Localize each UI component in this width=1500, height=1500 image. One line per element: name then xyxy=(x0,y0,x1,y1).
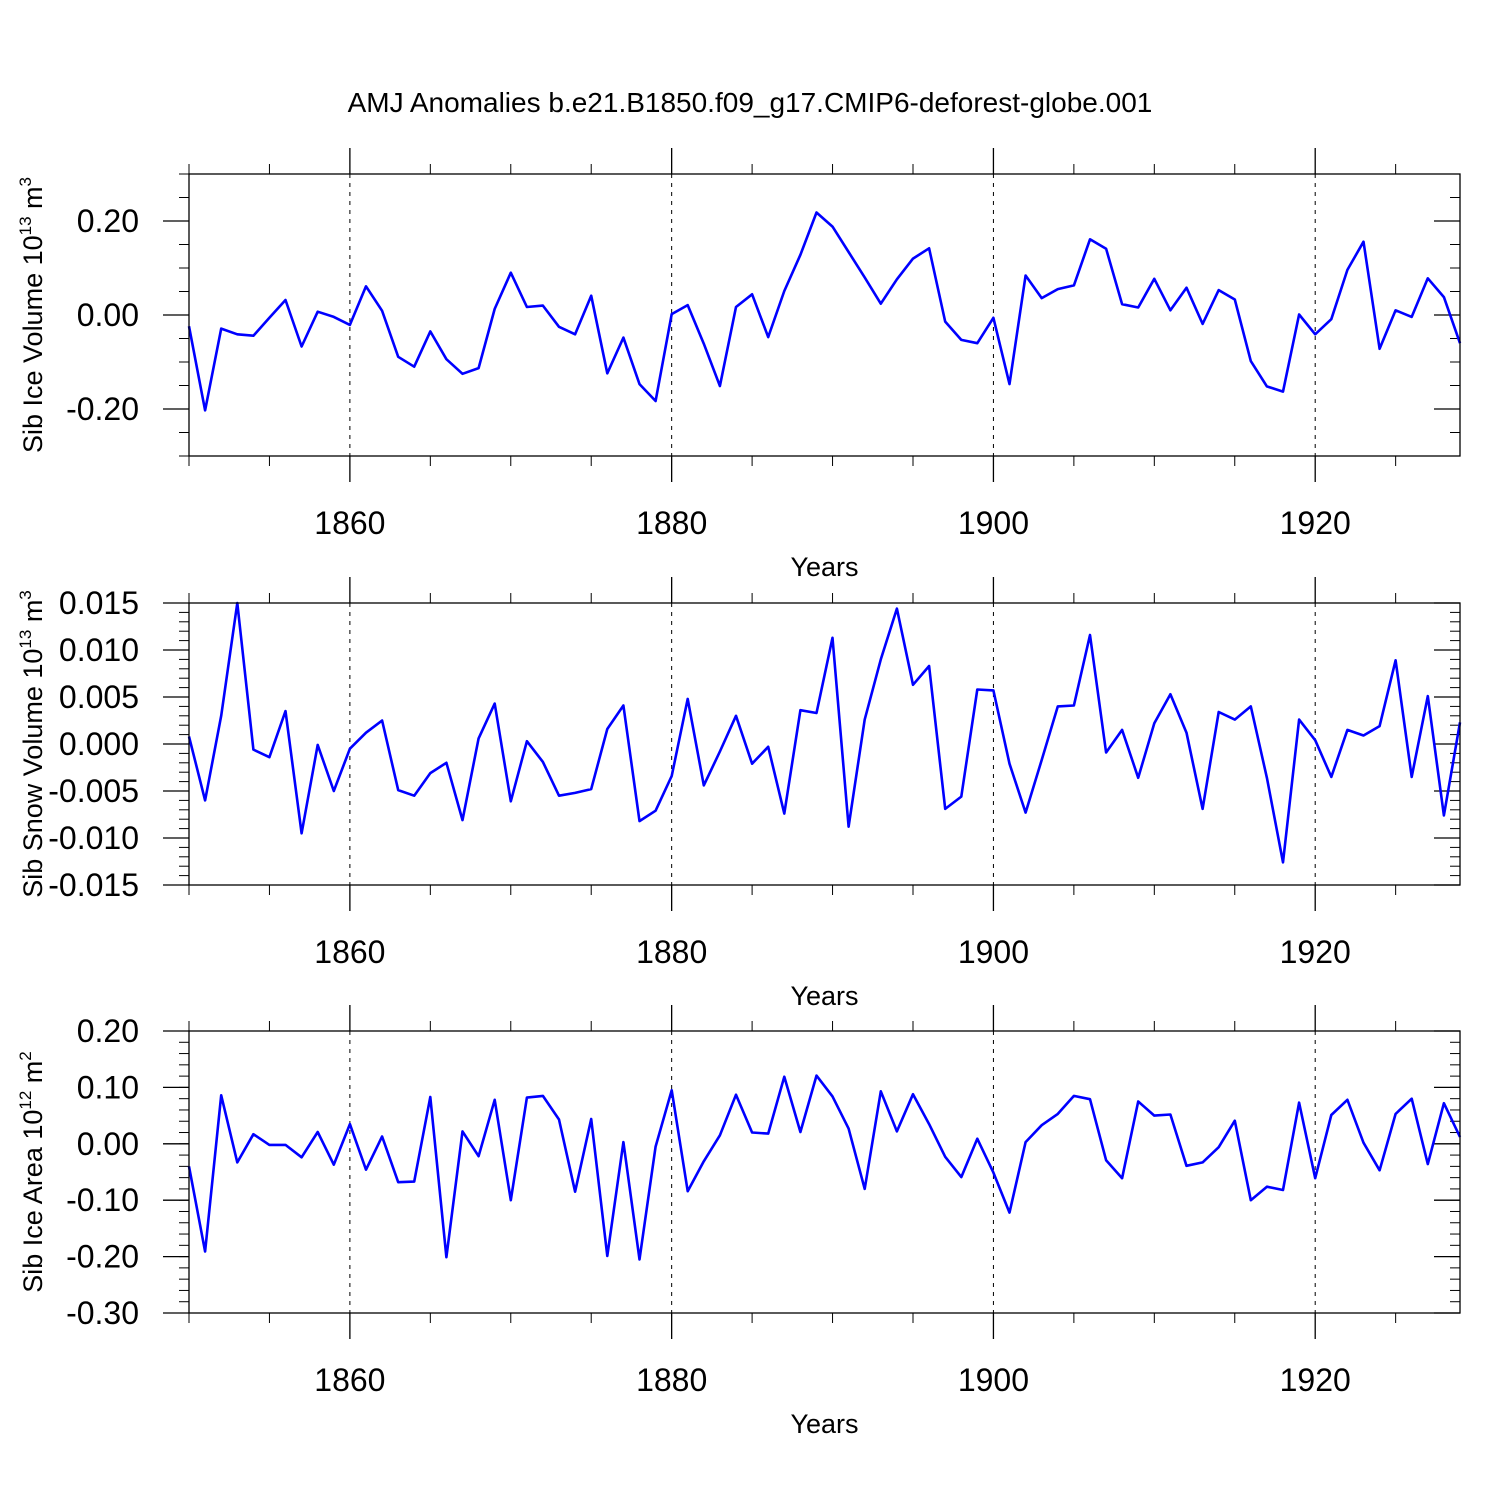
y-axis-title-unit-exp: 3 xyxy=(16,177,35,186)
y-axis-title-unit: m xyxy=(18,600,48,630)
y-tick-label: 0.005 xyxy=(59,679,139,715)
y-tick-label: -0.30 xyxy=(66,1295,139,1331)
x-axis-title: Years xyxy=(790,552,858,582)
y-tick-label: 0.20 xyxy=(77,1013,139,1049)
x-axis-title: Years xyxy=(790,981,858,1011)
y-axis-title-exp: 13 xyxy=(16,630,35,649)
x-tick-label: 1880 xyxy=(636,934,707,970)
plot-frame xyxy=(188,602,1461,886)
plot-frame xyxy=(188,173,1461,457)
y-axis-title-text: Sib Snow Volume 10 xyxy=(18,649,48,898)
y-axis-title: Sib Ice Area 1012 m2 xyxy=(16,1051,48,1293)
y-axis-title-unit: m xyxy=(18,1061,48,1091)
x-axis-title: Years xyxy=(790,1409,858,1439)
y-axis-title-exp: 13 xyxy=(16,216,35,235)
y-tick-label: 0.10 xyxy=(77,1069,139,1105)
plot-frame xyxy=(188,1030,1461,1314)
y-tick-label: 0.015 xyxy=(59,585,139,621)
y-axis-title-unit: m xyxy=(18,186,48,216)
y-tick-label: -0.10 xyxy=(66,1182,139,1218)
x-tick-label: 1920 xyxy=(1280,934,1351,970)
x-tick-label: 1860 xyxy=(314,1362,385,1398)
x-tick-label: 1860 xyxy=(314,934,385,970)
x-tick-label: 1920 xyxy=(1280,1362,1351,1398)
y-axis-title-unit-exp: 2 xyxy=(16,1051,35,1060)
y-tick-label: -0.005 xyxy=(48,773,139,809)
series-line-1 xyxy=(187,211,1462,412)
y-tick-label: -0.20 xyxy=(66,391,139,427)
y-tick-label: 0.00 xyxy=(77,297,139,333)
y-axis-title-text: Sib Ice Area 10 xyxy=(18,1110,48,1293)
panels: 1860 1880 1900 1920 -0.20 0.00 0.20 Years Sib Ic… xyxy=(16,148,1462,1439)
y-tick-label: -0.20 xyxy=(66,1239,139,1275)
chart-panel-1: 1860 1880 1900 1920 -0.20 0.00 0.20 Years Sib Ic… xyxy=(16,148,1462,582)
x-tick-label: 1900 xyxy=(958,1362,1029,1398)
x-tick-label: 1920 xyxy=(1280,505,1351,541)
y-axis-title-unit-exp: 3 xyxy=(16,590,35,599)
y-axis-title-text: Sib Ice Volume 10 xyxy=(18,235,48,453)
y-axis-title-exp: 12 xyxy=(16,1091,35,1110)
x-tick-label: 1860 xyxy=(314,505,385,541)
y-tick-label: 0.20 xyxy=(77,203,139,239)
y-tick-label: 0.000 xyxy=(59,726,139,762)
chart-panel-3: 1860 1880 1900 1920 -0.30 -0.20 -0.10 0.00 0.10 0… xyxy=(16,1005,1462,1439)
series-line-3 xyxy=(187,1074,1462,1261)
y-axis-title: Sib Ice Volume 1013 m3 xyxy=(16,177,48,453)
figure-title: AMJ Anomalies b.e21.B1850.f09_g17.CMIP6-… xyxy=(348,87,1153,118)
x-tick-label: 1900 xyxy=(958,505,1029,541)
x-tick-label: 1880 xyxy=(636,1362,707,1398)
series-line-2 xyxy=(187,601,1462,864)
y-tick-label: 0.010 xyxy=(59,632,139,668)
y-axis-title: Sib Snow Volume 1013 m3 xyxy=(16,590,48,898)
chart-panel-2: 1860 1880 1900 1920 -0.015 -0.010 -0.005 0.000 0… xyxy=(16,577,1462,1011)
y-tick-label: -0.010 xyxy=(48,820,139,856)
y-tick-label: -0.015 xyxy=(48,867,139,903)
x-tick-label: 1880 xyxy=(636,505,707,541)
y-tick-label: 0.00 xyxy=(77,1126,139,1162)
x-tick-label: 1900 xyxy=(958,934,1029,970)
